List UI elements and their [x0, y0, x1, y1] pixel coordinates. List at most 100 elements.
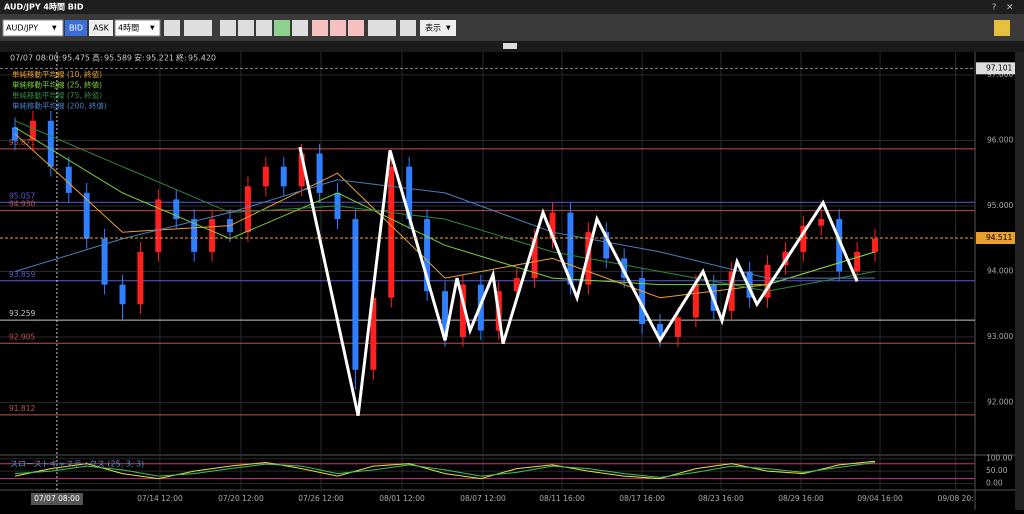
candle-body	[800, 225, 807, 252]
close-button[interactable]: ×	[1006, 3, 1014, 13]
candle-body	[657, 323, 664, 338]
candle-body	[442, 291, 449, 338]
interval-select[interactable]	[114, 19, 161, 37]
x-tick-label: 08/07 12:00	[460, 494, 506, 503]
candle-body	[549, 212, 556, 239]
zigzag-line	[298, 146, 859, 417]
info-label: 終:	[176, 53, 187, 63]
dropdown-arrow: ▼	[446, 25, 451, 32]
chart-type-button[interactable]	[184, 20, 212, 36]
info-label: 高:	[92, 53, 103, 63]
candle-body	[513, 278, 520, 292]
tool-button[interactable]	[256, 20, 272, 36]
help-button[interactable]: ?	[992, 3, 996, 12]
scrollbar[interactable]	[1015, 52, 1024, 510]
level-label: 95.057	[9, 191, 35, 200]
info-label: 安:	[134, 54, 145, 63]
candle-body	[531, 238, 538, 279]
candle-body	[872, 238, 879, 252]
candle-body	[674, 317, 681, 338]
collapse-button[interactable]	[503, 43, 517, 49]
candle-body	[101, 238, 108, 285]
info-time: 07/07 08:00:	[10, 54, 61, 63]
panel-title: スローストキャスティクス (25, 3, 3)	[10, 460, 144, 469]
candle-body	[692, 284, 699, 318]
candle-body	[209, 219, 216, 252]
candle-body	[459, 284, 466, 338]
candle-body	[818, 219, 825, 226]
info-open: 95.475	[62, 54, 90, 63]
y-tick-label: 97.000	[987, 70, 1013, 79]
oscillator-line	[14, 461, 876, 478]
ask-button[interactable]	[89, 20, 113, 36]
last-price-box	[976, 232, 1015, 245]
level-label: 93.259	[9, 309, 35, 318]
level-label: 94.930	[9, 200, 35, 209]
candle-body	[298, 153, 305, 187]
bid-button[interactable]	[65, 20, 87, 36]
tool-button[interactable]	[348, 20, 364, 36]
dropdown-arrow: ▼	[150, 25, 155, 32]
crosshair-label: 07/07 08:00	[34, 494, 80, 503]
info-low: 95.221	[146, 54, 174, 63]
top-marker-label: 97.101	[986, 63, 1012, 72]
x-tick-label: 08/23 16:00	[698, 494, 744, 503]
tool-button[interactable]	[274, 20, 290, 36]
y-tick-label: 50.00	[986, 466, 1008, 475]
y-tick-label: 93.000	[987, 332, 1013, 341]
legend-entry: 単純移動平均線 (10, 終値)	[12, 69, 102, 79]
tool-button[interactable]	[292, 20, 308, 36]
tool-button[interactable]	[312, 20, 328, 36]
zoom-out-button[interactable]	[238, 20, 254, 36]
last-price-label: 94.511	[986, 233, 1012, 242]
candle-body	[137, 251, 144, 305]
level-label: 92.905	[9, 332, 35, 341]
candle-body	[836, 219, 843, 272]
display-button[interactable]	[420, 20, 456, 36]
zoom-in-button[interactable]	[220, 20, 236, 36]
tool-button[interactable]	[164, 20, 180, 36]
tool-button[interactable]	[330, 20, 346, 36]
x-tick-label: 08/17 16:00	[619, 494, 665, 503]
legend-entry: 単純移動平均線 (25, 終値)	[12, 80, 102, 90]
draw-button[interactable]	[368, 20, 396, 36]
info-high: 95.589	[104, 54, 132, 63]
title-bar	[0, 0, 1024, 14]
bid-label: BID	[69, 24, 83, 33]
ask-label: ASK	[93, 24, 110, 33]
x-tick-label: 08/01 12:00	[379, 494, 425, 503]
level-label: 93.859	[9, 270, 35, 279]
y-tick-label: 92.000	[987, 398, 1013, 407]
x-tick-label: 09/08 20:	[938, 494, 974, 503]
candle-body	[728, 271, 735, 311]
y-tick-label: 94.000	[987, 267, 1013, 276]
candle-body	[854, 251, 861, 272]
y-tick-label: 100.00	[986, 454, 1012, 463]
settings-button[interactable]	[994, 20, 1010, 36]
legend-entry: 単純移動平均線 (75, 終値)	[12, 90, 102, 100]
x-tick-label: 07/26 12:00	[298, 494, 344, 503]
tool-button[interactable]	[400, 20, 416, 36]
candle-body	[244, 186, 251, 233]
candle-body	[155, 199, 162, 252]
candle-body	[406, 166, 413, 220]
moving-average	[14, 179, 876, 279]
crosshair-box	[30, 493, 83, 505]
level-label: 95.871	[9, 138, 35, 147]
symbol-select[interactable]	[2, 19, 64, 37]
candle-body	[424, 219, 431, 292]
oscillator-line	[14, 460, 876, 480]
info-close: 95.420	[188, 54, 216, 63]
candle-body	[119, 284, 126, 305]
window-title: AUD/JPY 4時間 BID	[4, 2, 84, 12]
x-tick-label: 09/04 16:00	[857, 494, 903, 503]
candle-body	[352, 219, 359, 370]
legend-entry: 単純移動平均線 (200, 終値)	[12, 101, 107, 111]
x-tick-label: 08/29 16:00	[778, 494, 824, 503]
candle-body	[316, 153, 323, 193]
y-tick-label: 0.00	[986, 479, 1003, 488]
candle-body	[83, 192, 90, 239]
candle-body	[65, 166, 72, 193]
ohlc-info: 07/07 08:00: 95.475 高: 95.589 安: 95.221 …	[10, 53, 216, 63]
candle-body	[47, 120, 54, 167]
